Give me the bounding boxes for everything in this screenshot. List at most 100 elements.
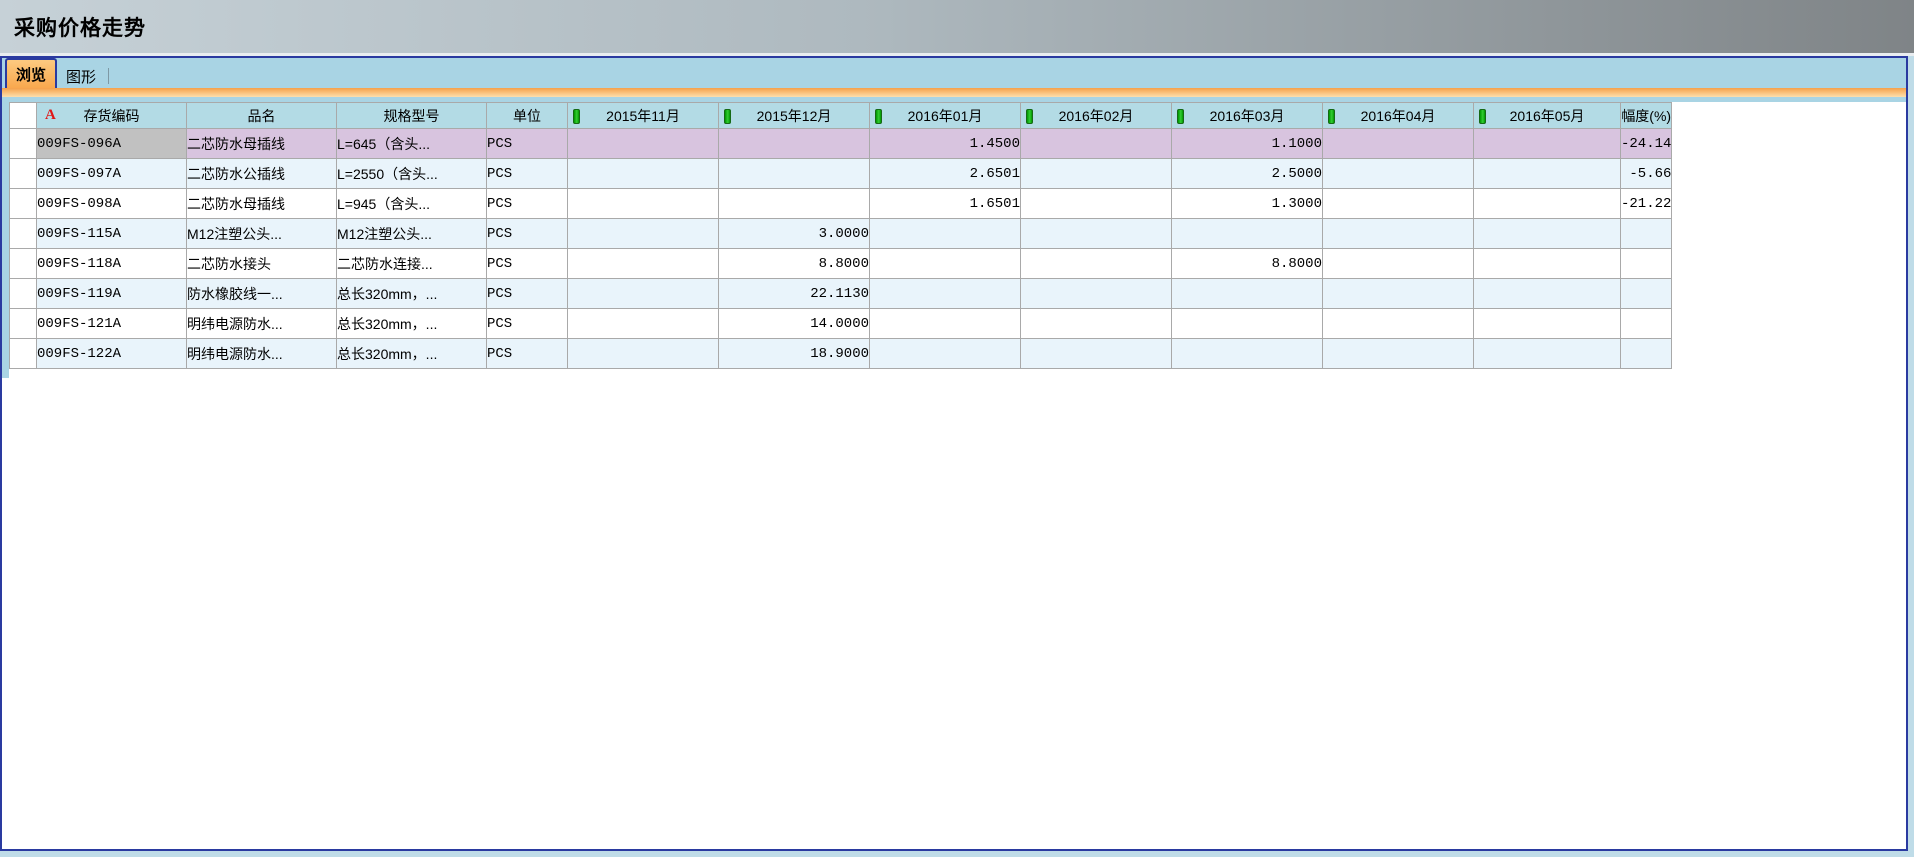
- cell-name[interactable]: 明纬电源防水...: [186, 338, 337, 369]
- cell-month-2016-03[interactable]: 1.1000: [1171, 128, 1323, 159]
- cell-change[interactable]: [1619, 248, 1673, 279]
- cell-code[interactable]: 009FS-121A: [36, 308, 187, 339]
- cell-month-2016-03[interactable]: [1171, 218, 1323, 249]
- column-header-month-2015-12[interactable]: 2015年12月: [718, 102, 870, 129]
- cell-month-2016-04[interactable]: [1322, 128, 1474, 159]
- cell-month-2016-03[interactable]: [1171, 338, 1323, 369]
- cell-change[interactable]: [1619, 308, 1673, 339]
- cell-month-2016-01[interactable]: [869, 278, 1021, 309]
- cell-name[interactable]: 防水橡胶线一...: [186, 278, 337, 309]
- cell-month-2016-04[interactable]: [1322, 308, 1474, 339]
- cell-month-2016-05[interactable]: [1473, 308, 1621, 339]
- cell-month-2016-04[interactable]: [1322, 338, 1474, 369]
- column-header-change[interactable]: 幅度(%): [1619, 102, 1673, 129]
- cell-change[interactable]: -5.66: [1619, 158, 1673, 189]
- cell-month-2015-12[interactable]: 18.9000: [718, 338, 870, 369]
- cell-month-2016-02[interactable]: [1020, 218, 1172, 249]
- cell-code[interactable]: 009FS-118A: [36, 248, 187, 279]
- cell-unit[interactable]: PCS: [486, 338, 568, 369]
- column-header-name[interactable]: 品名: [186, 102, 337, 129]
- cell-month-2016-04[interactable]: [1322, 278, 1474, 309]
- cell-unit[interactable]: PCS: [486, 248, 568, 279]
- cell-month-2016-05[interactable]: [1473, 128, 1621, 159]
- cell-unit[interactable]: PCS: [486, 308, 568, 339]
- cell-unit[interactable]: PCS: [486, 158, 568, 189]
- cell-month-2016-03[interactable]: 1.3000: [1171, 188, 1323, 219]
- cell-month-2016-05[interactable]: [1473, 278, 1621, 309]
- cell-change[interactable]: -24.14: [1619, 128, 1673, 159]
- tab-graph[interactable]: 图形: [57, 64, 105, 88]
- cell-month-2016-02[interactable]: [1020, 308, 1172, 339]
- column-header-month-2016-03[interactable]: 2016年03月: [1171, 102, 1323, 129]
- cell-month-2015-11[interactable]: [567, 278, 719, 309]
- cell-month-2015-11[interactable]: [567, 248, 719, 279]
- cell-change[interactable]: [1619, 278, 1673, 309]
- cell-month-2015-12[interactable]: [718, 128, 870, 159]
- cell-spec[interactable]: 总长320mm，...: [336, 338, 487, 369]
- cell-month-2016-01[interactable]: [869, 338, 1021, 369]
- column-header-unit[interactable]: 单位: [486, 102, 568, 129]
- cell-month-2016-05[interactable]: [1473, 338, 1621, 369]
- row-selector[interactable]: [9, 248, 37, 279]
- row-selector-header[interactable]: [9, 102, 37, 129]
- column-header-month-2016-05[interactable]: 2016年05月: [1473, 102, 1621, 129]
- row-selector[interactable]: [9, 128, 37, 159]
- cell-name[interactable]: 二芯防水公插线: [186, 158, 337, 189]
- cell-month-2016-03[interactable]: 8.8000: [1171, 248, 1323, 279]
- cell-month-2016-04[interactable]: [1322, 188, 1474, 219]
- cell-month-2015-12[interactable]: 14.0000: [718, 308, 870, 339]
- cell-change[interactable]: -21.22: [1619, 188, 1673, 219]
- cell-month-2015-12[interactable]: 8.8000: [718, 248, 870, 279]
- column-header-month-2016-04[interactable]: 2016年04月: [1322, 102, 1474, 129]
- cell-month-2016-02[interactable]: [1020, 278, 1172, 309]
- cell-month-2016-03[interactable]: 2.5000: [1171, 158, 1323, 189]
- cell-code[interactable]: 009FS-098A: [36, 188, 187, 219]
- cell-month-2015-11[interactable]: [567, 128, 719, 159]
- cell-month-2016-01[interactable]: 2.6501: [869, 158, 1021, 189]
- cell-month-2015-11[interactable]: [567, 158, 719, 189]
- cell-month-2015-11[interactable]: [567, 308, 719, 339]
- row-selector[interactable]: [9, 278, 37, 309]
- row-selector[interactable]: [9, 188, 37, 219]
- cell-month-2015-11[interactable]: [567, 218, 719, 249]
- cell-spec[interactable]: 总长320mm，...: [336, 308, 487, 339]
- cell-change[interactable]: [1619, 338, 1673, 369]
- cell-name[interactable]: 二芯防水母插线: [186, 128, 337, 159]
- cell-month-2015-12[interactable]: [718, 188, 870, 219]
- cell-unit[interactable]: PCS: [486, 218, 568, 249]
- cell-month-2016-01[interactable]: 1.4500: [869, 128, 1021, 159]
- cell-code[interactable]: 009FS-119A: [36, 278, 187, 309]
- cell-month-2016-02[interactable]: [1020, 158, 1172, 189]
- cell-month-2016-01[interactable]: [869, 308, 1021, 339]
- cell-spec[interactable]: 总长320mm，...: [336, 278, 487, 309]
- cell-unit[interactable]: PCS: [486, 278, 568, 309]
- cell-spec[interactable]: L=645（含头...: [336, 128, 487, 159]
- cell-month-2015-12[interactable]: 22.1130: [718, 278, 870, 309]
- cell-code[interactable]: 009FS-122A: [36, 338, 187, 369]
- cell-spec[interactable]: M12注塑公头...: [336, 218, 487, 249]
- cell-spec[interactable]: L=2550（含头...: [336, 158, 487, 189]
- cell-code[interactable]: 009FS-096A: [36, 128, 187, 159]
- cell-month-2015-11[interactable]: [567, 338, 719, 369]
- cell-month-2016-03[interactable]: [1171, 278, 1323, 309]
- cell-name[interactable]: 二芯防水接头: [186, 248, 337, 279]
- row-selector[interactable]: [9, 338, 37, 369]
- cell-spec[interactable]: 二芯防水连接...: [336, 248, 487, 279]
- cell-month-2015-12[interactable]: [718, 158, 870, 189]
- cell-month-2016-01[interactable]: [869, 248, 1021, 279]
- cell-spec[interactable]: L=945（含头...: [336, 188, 487, 219]
- cell-name[interactable]: M12注塑公头...: [186, 218, 337, 249]
- cell-month-2016-05[interactable]: [1473, 188, 1621, 219]
- cell-unit[interactable]: PCS: [486, 188, 568, 219]
- column-header-spec[interactable]: 规格型号: [336, 102, 487, 129]
- column-header-month-2015-11[interactable]: 2015年11月: [567, 102, 719, 129]
- cell-change[interactable]: [1619, 218, 1673, 249]
- column-header-month-2016-01[interactable]: 2016年01月: [869, 102, 1021, 129]
- cell-name[interactable]: 明纬电源防水...: [186, 308, 337, 339]
- cell-month-2016-04[interactable]: [1322, 248, 1474, 279]
- cell-month-2016-05[interactable]: [1473, 158, 1621, 189]
- cell-month-2016-01[interactable]: [869, 218, 1021, 249]
- cell-month-2016-02[interactable]: [1020, 128, 1172, 159]
- cell-month-2015-11[interactable]: [567, 188, 719, 219]
- cell-month-2016-01[interactable]: 1.6501: [869, 188, 1021, 219]
